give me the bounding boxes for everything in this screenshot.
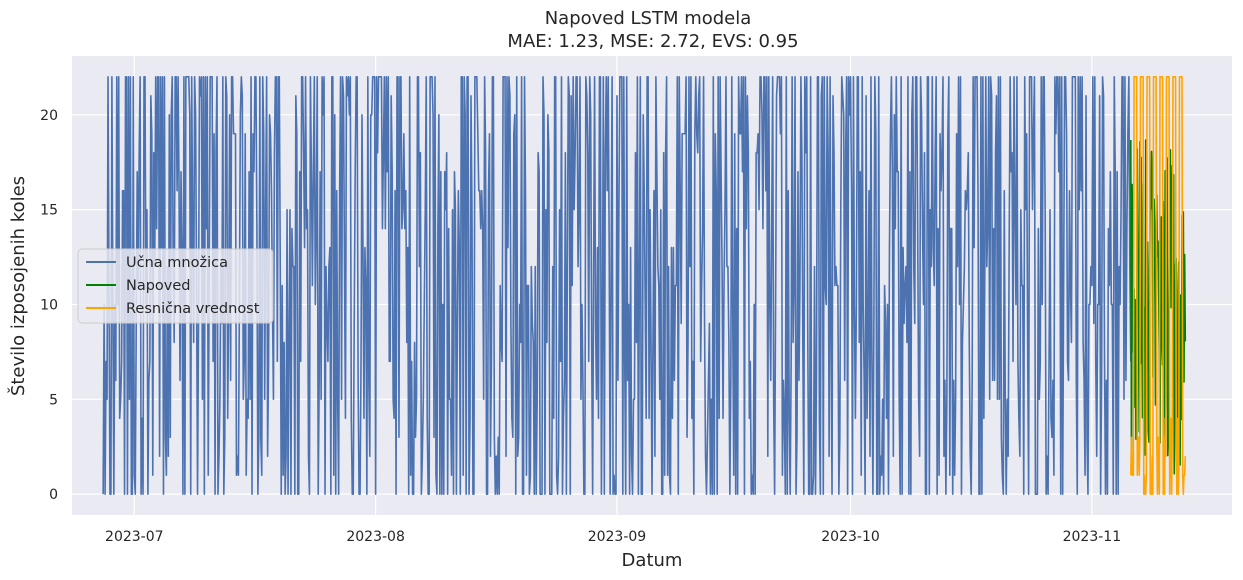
series-line-2 bbox=[1129, 76, 1187, 495]
legend-label: Učna množica bbox=[126, 255, 228, 271]
y-axis-label: Število izposojenih koles bbox=[7, 176, 29, 396]
x-tick-label: 2023-11 bbox=[1063, 529, 1122, 545]
chart-subtitle: MAE: 1.23, MSE: 2.72, EVS: 0.95 bbox=[507, 31, 798, 52]
legend-label: Resnična vrednost bbox=[126, 301, 260, 317]
y-axis-ticks: 0 5 10 15 20 bbox=[40, 108, 58, 503]
series-line-0 bbox=[102, 76, 1132, 495]
chart-title: Napoved LSTM modela bbox=[545, 8, 752, 29]
y-tick-label: 0 bbox=[49, 487, 58, 503]
y-tick-label: 5 bbox=[49, 392, 58, 408]
x-tick-label: 2023-07 bbox=[105, 529, 164, 545]
legend: Učna množica Napoved Resnična vrednost bbox=[77, 248, 274, 324]
legend-box bbox=[77, 248, 274, 324]
series-layer bbox=[102, 76, 1187, 495]
x-tick-label: 2023-09 bbox=[588, 529, 647, 545]
legend-label: Napoved bbox=[126, 278, 191, 294]
x-axis-label: Datum bbox=[622, 550, 683, 571]
x-axis-ticks: 2023-07 2023-08 2023-09 2023-10 2023-11 bbox=[105, 529, 1121, 545]
x-tick-label: 2023-10 bbox=[821, 529, 880, 545]
y-tick-label: 10 bbox=[40, 297, 58, 313]
y-tick-label: 20 bbox=[40, 108, 58, 124]
x-tick-label: 2023-08 bbox=[346, 529, 405, 545]
y-tick-label: 15 bbox=[40, 203, 58, 219]
